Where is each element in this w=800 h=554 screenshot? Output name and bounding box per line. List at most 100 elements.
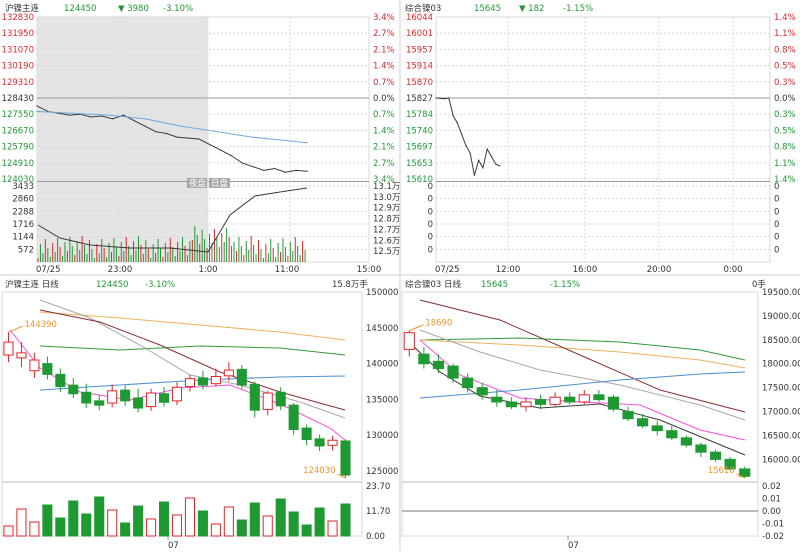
bl-candle-body <box>275 391 286 407</box>
tl-open-interest-line <box>37 187 308 253</box>
tr-oi-tick: 0 <box>774 182 779 192</box>
tl-line-point <box>122 114 124 116</box>
tl-line-point <box>162 121 164 124</box>
tr-price-tick: 15653 <box>406 159 433 169</box>
bl-candle-body <box>223 369 234 377</box>
tr-line-point <box>452 114 454 117</box>
bl-volume-bar <box>275 498 286 537</box>
tl-time-tick: 1:00 <box>198 265 217 275</box>
tl-line-point <box>274 167 276 170</box>
br-price-tick: 17000.00 <box>762 408 800 418</box>
bl-vol-tick: 23.70 <box>366 482 390 492</box>
tl-price-tick: 125790 <box>2 143 34 153</box>
tr-pct-tick: 1.1% <box>774 159 796 169</box>
bl-candle-body <box>81 391 92 404</box>
tr-line-point <box>469 152 471 154</box>
br-moving-average-1 <box>419 339 746 369</box>
bl-candle-body <box>340 440 351 476</box>
tl-price-tick: 126670 <box>2 126 34 136</box>
br-vol-tick: -0.02 <box>762 532 784 542</box>
br-price-tick: 16500.00 <box>762 431 800 441</box>
tl-time-tick: 07/25 <box>36 265 61 275</box>
bl-price-tick: 135000 <box>366 395 398 405</box>
tr-line-point <box>482 167 484 169</box>
tl-price-line <box>36 105 308 173</box>
tr-intraday-chart[interactable]: 16044 1.4% 16001 1.1% 15957 0.8% 15914 0.5% 1587… <box>406 13 796 275</box>
tr-time-tick: 12:00 <box>496 265 521 275</box>
tr-line-point <box>461 133 463 135</box>
br-low-pointer <box>736 473 745 479</box>
br-moving-average-3 <box>419 329 746 421</box>
bl-volume-bar <box>146 518 157 537</box>
tl-oi-tick: 12.8万 <box>373 215 400 225</box>
tr-line-point <box>499 165 501 167</box>
br-candle-body <box>578 394 590 403</box>
tr-price-tick: 15610 <box>406 175 433 185</box>
tl-pct-tick: 3.4% <box>373 175 395 185</box>
br-candle-body <box>651 425 663 432</box>
bl-candle-body <box>42 363 53 375</box>
bl-candle-body <box>184 378 195 388</box>
bl-candle-body <box>210 376 221 385</box>
br-price-tick: 18500.00 <box>762 336 800 346</box>
tr-price-tick: 16001 <box>406 29 433 39</box>
br-price: 15645 <box>481 280 508 290</box>
tl-line-point <box>112 118 114 120</box>
tr-symbol: 综合镍03 <box>405 3 441 14</box>
tr-price-tick: 15870 <box>406 78 433 88</box>
tl-night-tag-bg <box>187 178 207 188</box>
br-moving-average-4 <box>419 339 746 441</box>
bl-volume-bar <box>340 503 351 537</box>
tl-pct-tick: 0.0% <box>373 94 395 104</box>
tl-line-point <box>295 169 297 171</box>
bl-low-label: 124030 <box>303 466 335 476</box>
tl-pct-tick: 2.1% <box>373 45 395 55</box>
tr-time-tick: 16:00 <box>573 265 598 275</box>
tr-vol-tick: 0 <box>428 233 433 243</box>
tl-vol-tick: 1716 <box>12 220 34 230</box>
tl-price-tick: 124030 <box>2 175 34 185</box>
tr-price-tick: 16044 <box>406 13 433 23</box>
bl-volume-bar <box>171 514 183 537</box>
tl-change: ▼ 3980 <box>118 4 149 14</box>
bl-candle-body <box>16 352 27 359</box>
tl-line-point <box>90 116 92 118</box>
br-plot-border <box>401 291 759 537</box>
tr-pct: -1.15% <box>563 4 593 14</box>
tr-vol-tick: 0 <box>428 220 433 230</box>
bl-volume-bar <box>301 524 312 537</box>
br-price-tick: 16000.00 <box>762 455 800 465</box>
bl-candle-body <box>107 390 118 404</box>
bl-daily-chart[interactable]: 150000 145000 140000 135000 130000 125000 23.7… <box>1 288 398 551</box>
bl-moving-average-3 <box>39 309 346 411</box>
br-candle-body <box>709 451 722 460</box>
tr-price-line <box>435 97 501 176</box>
tl-pct-tick: 2.7% <box>373 159 395 169</box>
br-pct: -1.15% <box>550 280 580 290</box>
tl-price-tick: 124910 <box>2 159 34 169</box>
tr-time-tick: 0:00 <box>723 265 742 275</box>
tr-line-point <box>495 163 497 165</box>
tr-pct-tick: 0.3% <box>774 78 796 88</box>
tr-oi-tick: 0 <box>774 233 779 243</box>
tr-header: 综合镍03 15645 ▼ 182 -1.15% <box>405 3 593 14</box>
br-daily-chart[interactable]: 19500.00 19000.00 18500.00 18000.00 17500.00… <box>401 288 800 551</box>
tl-line-point <box>252 136 254 138</box>
tl-pct-tick: 2.7% <box>373 29 395 39</box>
tr-line-point <box>443 98 446 100</box>
br-candle-body <box>622 411 634 420</box>
bl-candle-body <box>29 359 40 372</box>
br-low-label: 15610 <box>708 466 735 476</box>
tl-line-point <box>252 166 254 168</box>
bl-volume-bar <box>55 517 66 537</box>
tl-line-point <box>263 169 265 171</box>
tl-intraday-chart[interactable]: 132830 3.4% 131950 2.7% 131070 2.1% 130190 1.4%… <box>2 13 401 275</box>
tl-line-point <box>234 133 236 136</box>
bl-high-label: 144390 <box>24 320 56 330</box>
tl-oi-tick: 12.9万 <box>373 204 400 214</box>
br-price-tick: 19500.00 <box>762 288 800 298</box>
tr-pct-tick: 0.5% <box>774 62 796 72</box>
tl-pct-tick: 2.1% <box>373 143 395 153</box>
